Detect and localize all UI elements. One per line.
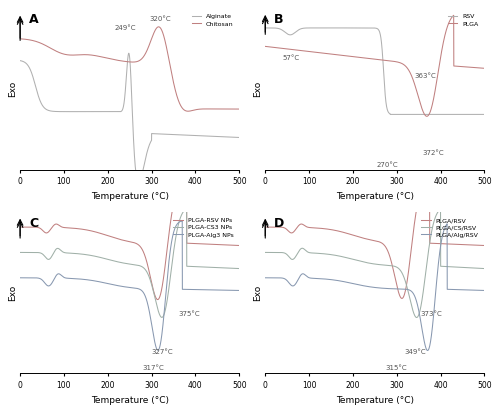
Text: 315°C: 315°C	[386, 365, 407, 371]
Text: 373°C: 373°C	[421, 311, 442, 317]
Text: 249°C: 249°C	[114, 25, 136, 31]
Text: D: D	[274, 217, 284, 230]
X-axis label: Temperature (°C): Temperature (°C)	[90, 396, 168, 405]
Text: 320°C: 320°C	[150, 16, 171, 22]
Text: 327°C: 327°C	[152, 349, 173, 355]
Y-axis label: Exo: Exo	[254, 81, 262, 97]
X-axis label: Temperature (°C): Temperature (°C)	[336, 396, 414, 405]
Text: 372°C: 372°C	[422, 150, 444, 156]
Text: 375°C: 375°C	[178, 311, 201, 317]
Text: 57°C: 57°C	[283, 55, 300, 61]
Text: 349°C: 349°C	[404, 349, 426, 355]
Text: B: B	[274, 13, 283, 26]
Legend: RSV, PLGA: RSV, PLGA	[446, 12, 481, 29]
Y-axis label: Exo: Exo	[8, 285, 18, 301]
Text: 317°C: 317°C	[143, 365, 165, 371]
Y-axis label: Exo: Exo	[254, 285, 262, 301]
Y-axis label: Exo: Exo	[8, 81, 18, 97]
Text: C: C	[29, 217, 38, 230]
Text: 270°C: 270°C	[377, 162, 398, 169]
Legend: Alginate, Chitosan: Alginate, Chitosan	[189, 12, 236, 29]
Legend: PLGA-RSV NPs, PLGA-CS3 NPs, PLGA-Alg3 NPs: PLGA-RSV NPs, PLGA-CS3 NPs, PLGA-Alg3 NP…	[171, 215, 236, 240]
Text: A: A	[29, 13, 38, 26]
X-axis label: Temperature (°C): Temperature (°C)	[90, 192, 168, 201]
Text: 363°C: 363°C	[414, 73, 436, 78]
X-axis label: Temperature (°C): Temperature (°C)	[336, 192, 414, 201]
Legend: PLGA/RSV, PLGA/CS/RSV, PLGA/Alg/RSV: PLGA/RSV, PLGA/CS/RSV, PLGA/Alg/RSV	[419, 215, 481, 240]
